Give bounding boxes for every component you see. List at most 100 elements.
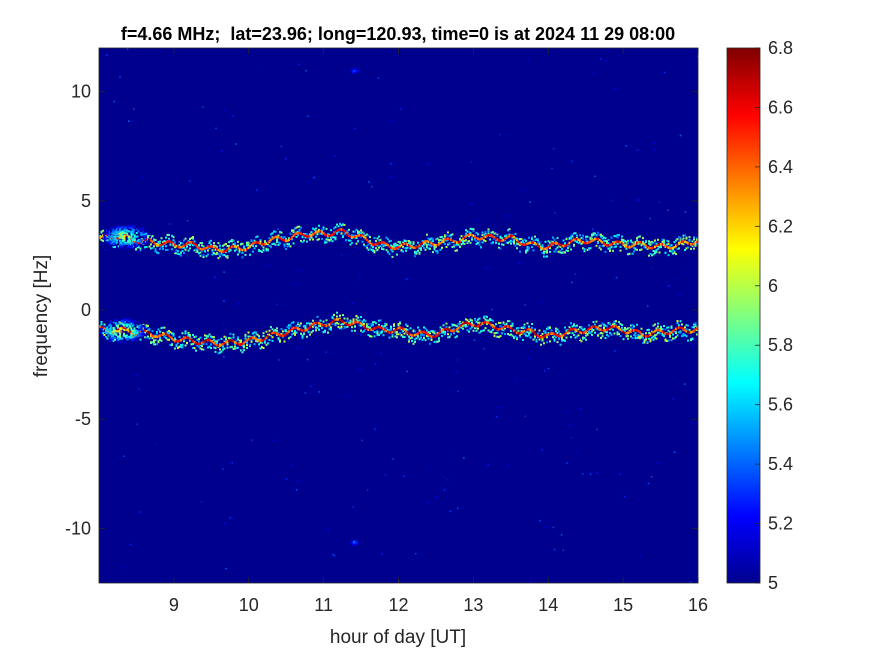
heat-cell — [394, 331, 397, 334]
heat-cell — [693, 238, 695, 241]
heat-cell — [462, 240, 464, 243]
heat-cell — [466, 329, 469, 332]
heat-cell — [134, 320, 137, 323]
heat-cell — [562, 334, 565, 337]
heat-cell — [381, 553, 383, 555]
heat-cell — [322, 226, 325, 229]
heat-cell — [186, 341, 188, 344]
heat-cell — [102, 336, 105, 339]
heat-cell — [325, 234, 328, 237]
heat-cell — [384, 328, 386, 332]
heat-cell — [289, 328, 292, 332]
heat-cell — [550, 329, 553, 332]
heat-cell — [246, 339, 248, 342]
heat-cell — [501, 237, 503, 240]
heat-cell — [475, 243, 478, 245]
heat-cell — [591, 325, 593, 329]
colorbar-tick-label: 5 — [768, 573, 778, 593]
heat-cell — [382, 248, 385, 251]
heat-cell — [391, 334, 394, 336]
heat-cell — [148, 245, 151, 248]
heat-cell — [172, 338, 175, 342]
heat-cell — [135, 334, 137, 337]
heat-cell — [436, 251, 439, 254]
heat-cell — [286, 242, 289, 245]
heat-cell — [375, 240, 377, 243]
heat-cell — [607, 335, 610, 338]
heat-cell — [448, 326, 451, 329]
heat-cell — [648, 334, 650, 337]
heat-cell — [222, 468, 224, 470]
heat-cell — [573, 323, 575, 326]
heat-cell — [111, 235, 114, 237]
heat-cell — [153, 245, 155, 248]
heat-cell — [376, 248, 379, 251]
heat-cell — [534, 332, 536, 335]
heat-cell — [128, 227, 131, 229]
heat-cell — [321, 229, 323, 232]
heat-cell — [661, 243, 664, 246]
heat-cell — [424, 331, 427, 334]
heat-cell — [262, 332, 265, 335]
heat-cell — [387, 329, 389, 331]
heat-cell — [667, 240, 670, 243]
heat-cell — [307, 115, 309, 117]
heat-cell — [354, 235, 356, 238]
heat-cell — [490, 319, 493, 322]
heat-cell — [397, 246, 400, 249]
heat-cell — [195, 244, 197, 247]
heat-cell — [553, 241, 556, 245]
heat-cell — [484, 235, 487, 238]
heat-cell — [216, 247, 218, 251]
heat-cell — [571, 281, 573, 284]
heat-cell — [510, 330, 512, 332]
heat-cell — [229, 517, 232, 519]
heat-cell — [289, 233, 292, 236]
heat-cell — [444, 235, 446, 238]
heat-cell — [420, 248, 422, 251]
heat-cell — [160, 339, 163, 342]
heat-cell — [339, 228, 341, 231]
heat-cell — [183, 337, 185, 340]
heat-cell — [331, 320, 334, 323]
heat-cell — [349, 322, 352, 325]
heat-cell — [279, 236, 281, 240]
heat-cell — [625, 243, 628, 246]
heat-cell — [609, 322, 611, 325]
heat-cell — [507, 465, 510, 467]
heat-cell — [633, 246, 635, 249]
heat-cell — [510, 242, 512, 245]
heat-cell — [243, 349, 245, 352]
heat-cell — [430, 338, 433, 341]
colorbar-tick-label: 5.8 — [768, 335, 793, 355]
heat-cell — [115, 323, 118, 326]
heat-cell — [478, 331, 481, 334]
heat-cell — [607, 327, 610, 331]
heat-cell — [199, 242, 202, 245]
heat-cell — [240, 349, 242, 352]
heat-cell — [426, 332, 428, 335]
heat-cell — [252, 250, 254, 253]
heat-cell — [357, 368, 360, 371]
heat-cell — [685, 241, 688, 244]
heat-cell — [513, 329, 515, 332]
heat-cell — [131, 238, 134, 241]
heat-cell — [361, 323, 364, 327]
heat-cell — [276, 239, 278, 242]
heat-cell — [630, 335, 632, 338]
heat-cell — [567, 246, 569, 249]
heat-cell — [124, 320, 127, 323]
heat-cell — [477, 321, 479, 324]
heat-cell — [658, 251, 661, 254]
heat-cell — [148, 337, 151, 340]
heat-cell — [523, 333, 526, 335]
heat-cell — [606, 241, 608, 244]
heat-cell — [219, 351, 221, 354]
heat-cell — [145, 237, 148, 241]
heat-cell — [196, 245, 199, 249]
heat-cell — [270, 332, 272, 335]
heat-cell — [685, 324, 688, 327]
heat-cell — [439, 248, 442, 251]
heat-cell — [454, 241, 457, 244]
heat-cell — [117, 237, 119, 240]
